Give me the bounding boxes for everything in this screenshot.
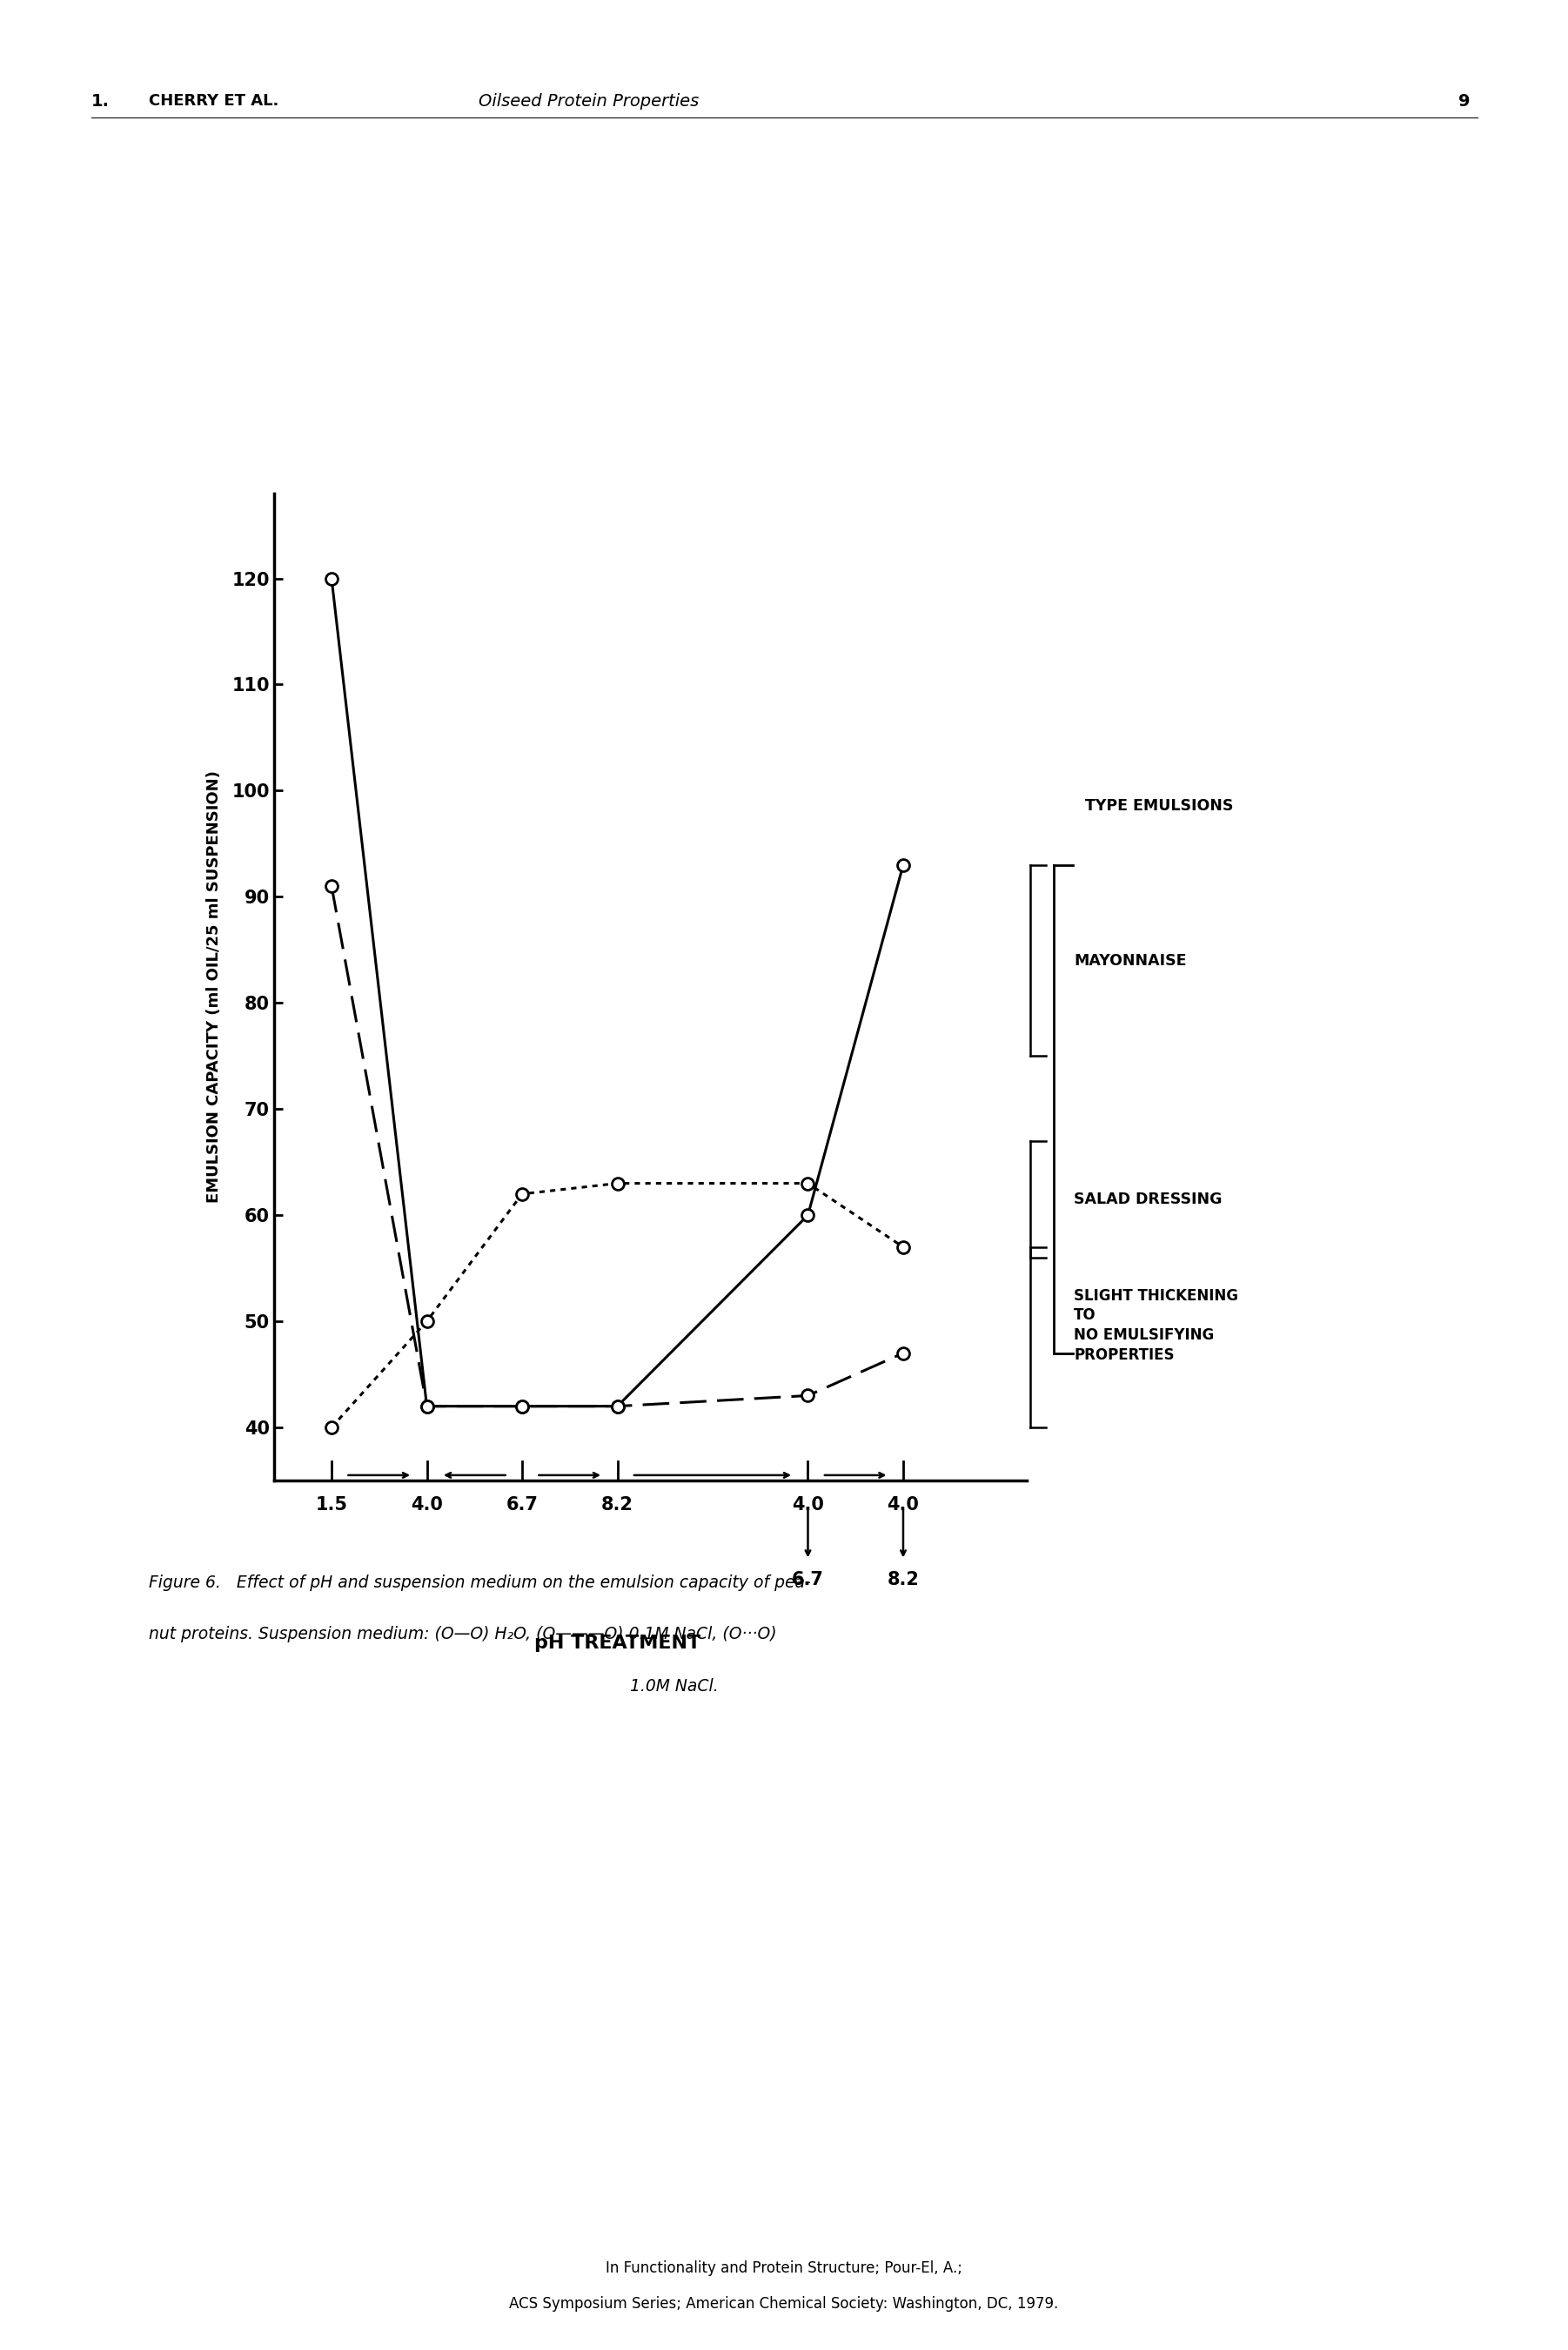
Text: pH TREATMENT: pH TREATMENT: [535, 1633, 701, 1652]
Text: In Functionality and Protein Structure; Pour-El, A.;: In Functionality and Protein Structure; …: [605, 2261, 963, 2277]
Text: TYPE EMULSIONS: TYPE EMULSIONS: [1085, 799, 1234, 813]
Text: 9: 9: [1458, 92, 1469, 110]
Text: 1.: 1.: [91, 92, 110, 110]
Text: CHERRY ET AL.: CHERRY ET AL.: [149, 94, 279, 108]
Text: 4.0: 4.0: [887, 1497, 919, 1513]
Text: Oilseed Protein Properties: Oilseed Protein Properties: [478, 92, 699, 110]
Text: 8.2: 8.2: [602, 1497, 633, 1513]
Text: 4.0: 4.0: [411, 1497, 442, 1513]
Text: 1.0M NaCl.: 1.0M NaCl.: [630, 1678, 718, 1694]
Text: Figure 6.   Effect of pH and suspension medium on the emulsion capacity of pea-: Figure 6. Effect of pH and suspension me…: [149, 1574, 811, 1591]
Text: SALAD DRESSING: SALAD DRESSING: [1074, 1191, 1223, 1208]
Text: 8.2: 8.2: [887, 1570, 919, 1589]
Text: SLIGHT THICKENING
TO
NO EMULSIFYING
PROPERTIES: SLIGHT THICKENING TO NO EMULSIFYING PROP…: [1074, 1288, 1239, 1363]
Text: 1.5: 1.5: [315, 1497, 348, 1513]
Text: ACS Symposium Series; American Chemical Society: Washington, DC, 1979.: ACS Symposium Series; American Chemical …: [510, 2296, 1058, 2312]
Text: 4.0: 4.0: [792, 1497, 823, 1513]
Text: MAYONNAISE: MAYONNAISE: [1074, 952, 1187, 968]
Y-axis label: EMULSION CAPACITY (ml OIL/25 ml SUSPENSION): EMULSION CAPACITY (ml OIL/25 ml SUSPENSI…: [207, 771, 223, 1203]
Text: 6.7: 6.7: [792, 1570, 823, 1589]
Text: nut proteins. Suspension medium: (O—O) H₂O, (O———O) 0.1M NaCl, (O···O): nut proteins. Suspension medium: (O—O) H…: [149, 1626, 776, 1643]
Text: 6.7: 6.7: [506, 1497, 538, 1513]
